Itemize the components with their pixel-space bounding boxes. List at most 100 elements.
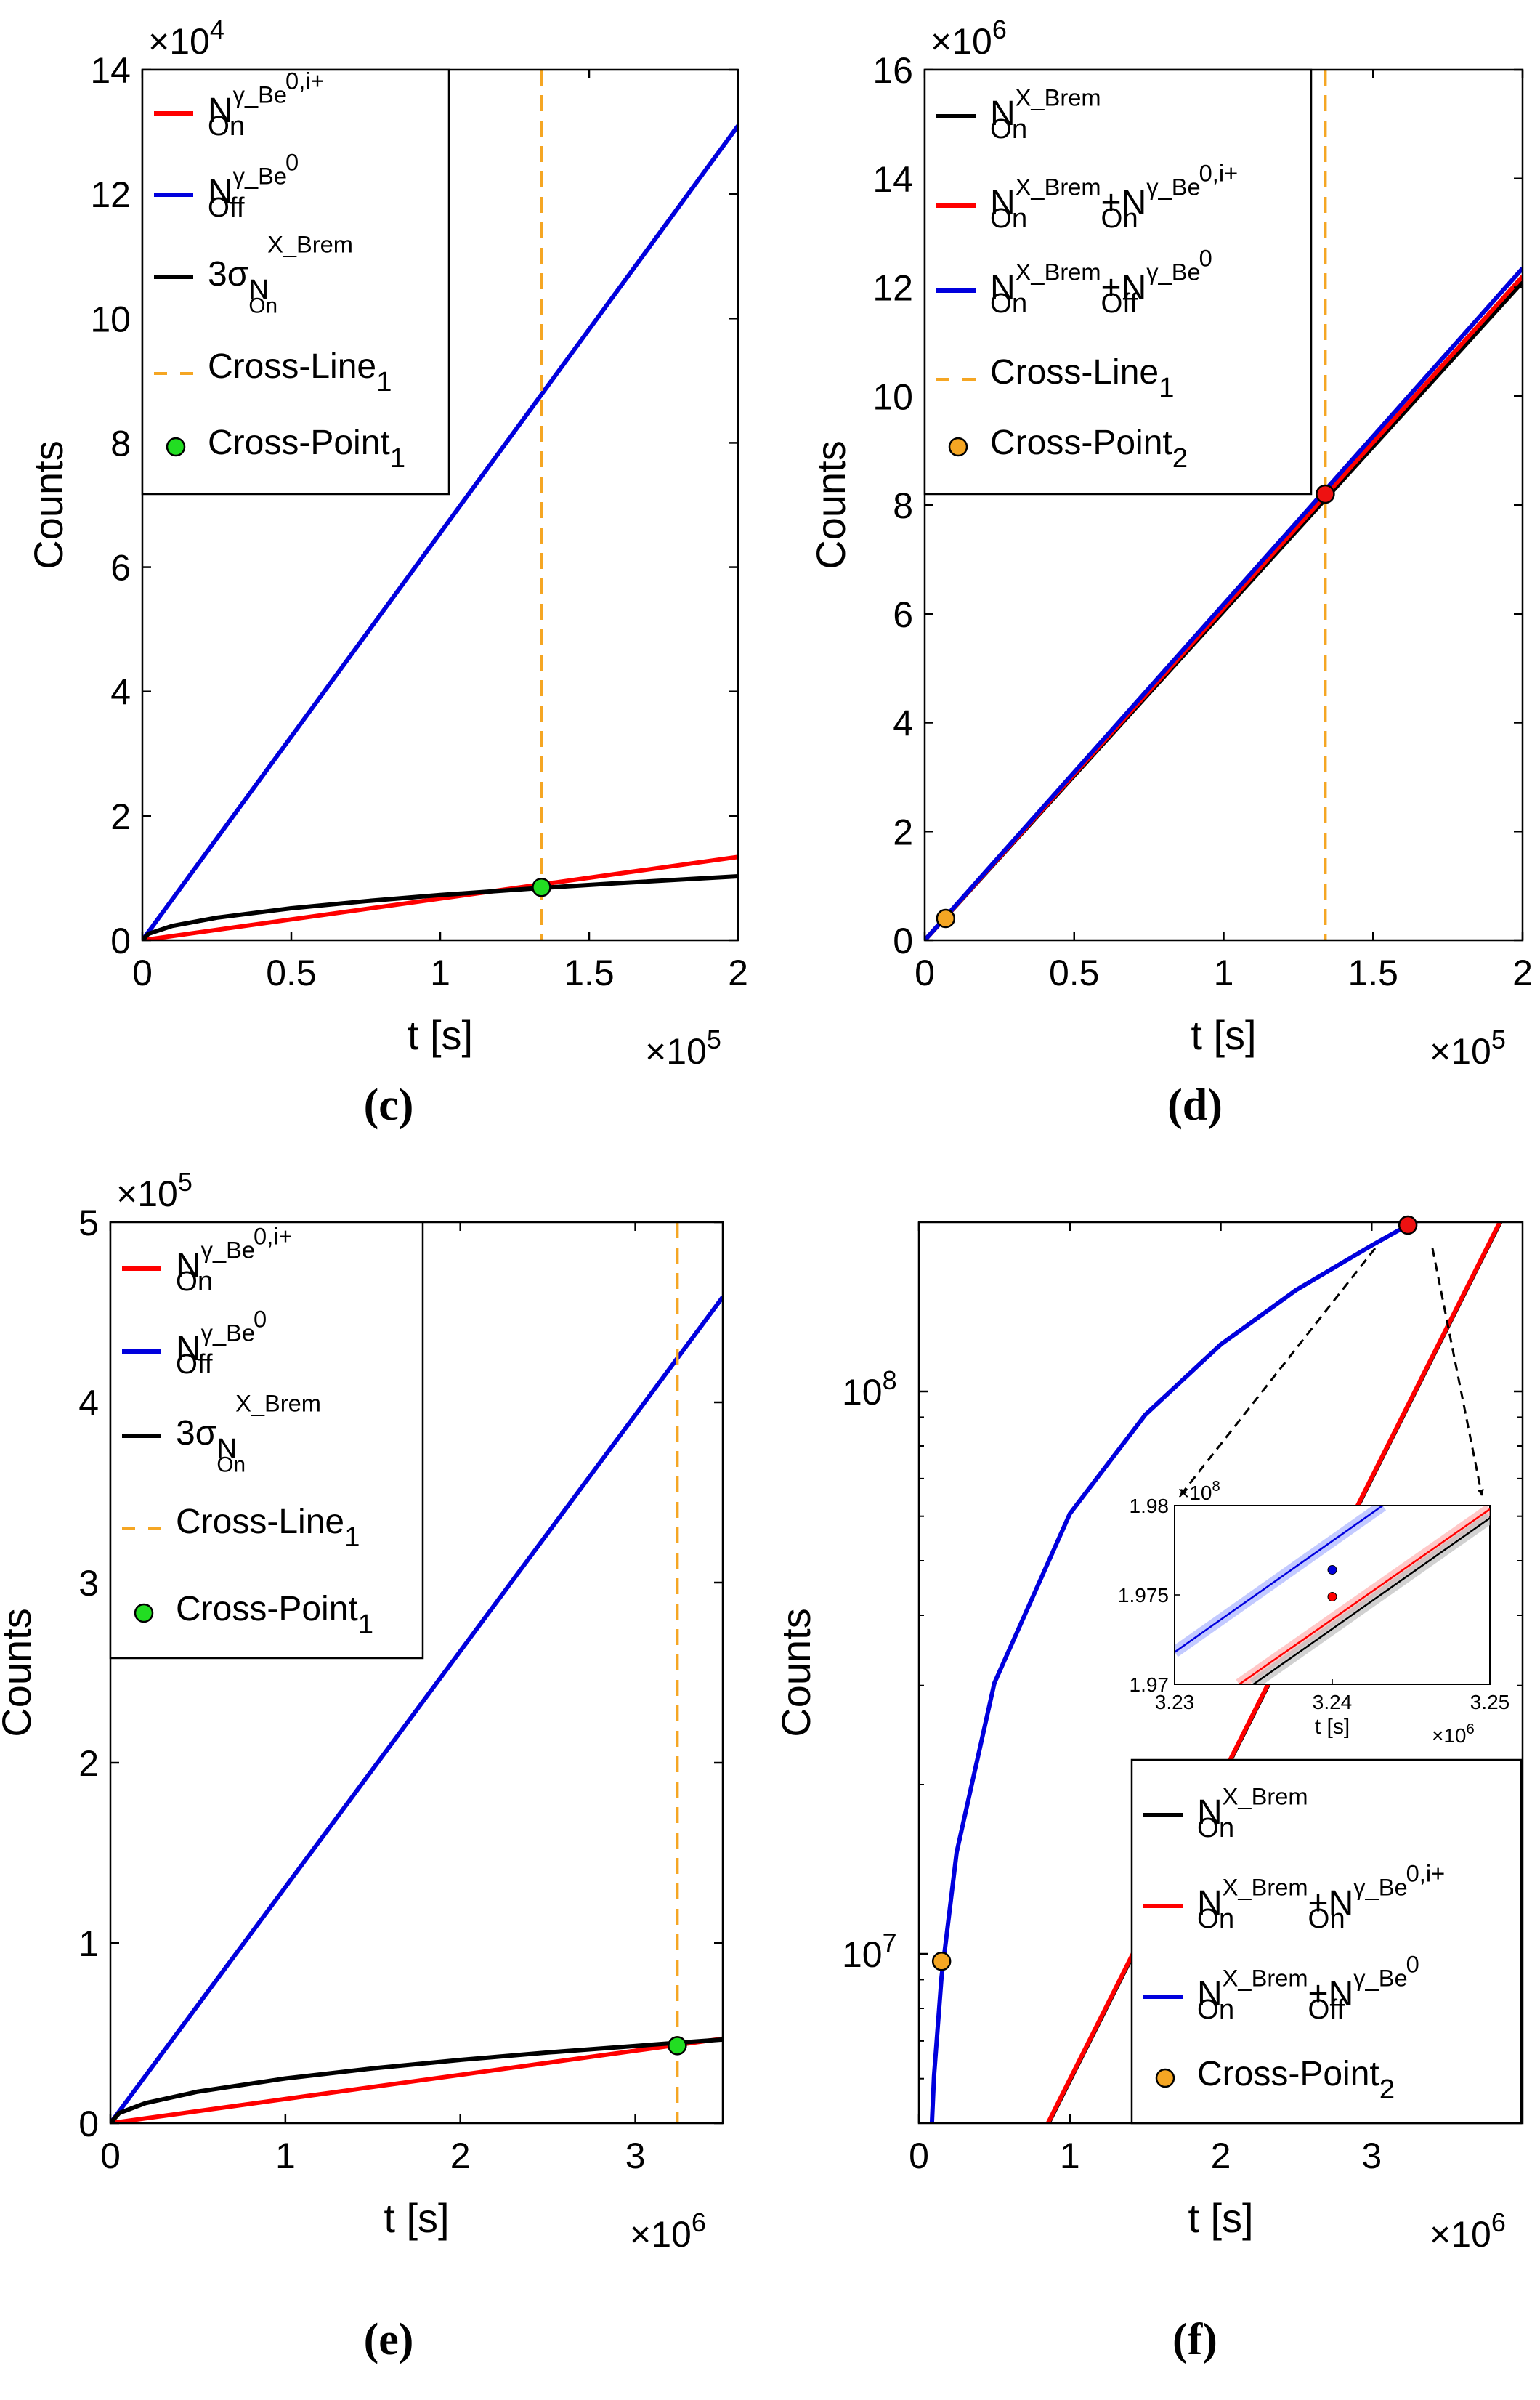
legend-label-c-4: Cross-Point 1 [208, 424, 405, 474]
x-exponent-e: ×106 [630, 2207, 706, 2255]
inset-plot [1175, 1506, 1490, 1684]
ytick-label-f-1: 108 [842, 1365, 897, 1413]
svg-text:X_Brem: X_Brem [1223, 1874, 1308, 1901]
svg-text:0: 0 [1199, 244, 1212, 271]
legend-box-f [1130, 1758, 1523, 2125]
legend-box-c [141, 68, 450, 496]
y-exponent-c: ×104 [148, 15, 224, 62]
legend-swatch-c-4 [166, 437, 186, 457]
svg-text:N: N [216, 1433, 237, 1464]
x-exponent-c: ×105 [645, 1025, 721, 1072]
svg-text:γ_Be: γ_Be [201, 1237, 255, 1264]
ytick-label-e-3: 3 [78, 1563, 99, 1604]
series-line-c-1 [142, 124, 738, 940]
inset-xtick-label-1: 3.24 [1313, 1691, 1353, 1713]
xtick-label-c-1: 0.5 [266, 953, 317, 993]
svg-text:N: N [1197, 1975, 1223, 2013]
svg-text:N: N [990, 184, 1016, 222]
xtick-label-d-1: 0.5 [1049, 953, 1100, 993]
inset-x-exponent: ×106 [1432, 1721, 1475, 1747]
svg-text:N: N [990, 94, 1016, 133]
caption-d: (d) [1167, 1080, 1223, 1130]
svg-text:2: 2 [1172, 443, 1188, 474]
ytick-label-d-4: 8 [893, 485, 913, 526]
xtick-label-f-1: 1 [1060, 2136, 1080, 2176]
series-line-e-0 [110, 2036, 723, 2123]
svg-text:Cross-Point: Cross-Point [208, 424, 390, 462]
svg-text:X_Brem: X_Brem [267, 230, 353, 257]
ytick-label-e-4: 4 [78, 1383, 99, 1423]
plot-area-e [110, 1222, 723, 2123]
svg-text:3σ: 3σ [176, 1414, 216, 1452]
inset-ytick-label-1: 1.975 [1118, 1584, 1169, 1607]
svg-text:On: On [990, 288, 1027, 319]
xtick-label-c-0: 0 [132, 953, 153, 993]
marker-e-4 [668, 2036, 687, 2056]
svg-text:On: On [216, 1452, 246, 1476]
svg-text:N: N [208, 173, 233, 211]
inset-line-1 [1239, 1508, 1490, 1684]
svg-text:+N: +N [1308, 1884, 1354, 1923]
svg-text:On: On [1197, 1812, 1234, 1843]
svg-text:+N: +N [1101, 184, 1147, 222]
svg-text:γ_Be: γ_Be [233, 163, 287, 190]
svg-text:1: 1 [376, 366, 392, 397]
svg-text:On: On [990, 203, 1027, 234]
inset-point-4 [1327, 1591, 1337, 1601]
svg-text:γ_Be: γ_Be [1353, 1874, 1407, 1901]
svg-text:On: On [176, 1266, 213, 1297]
svg-text:X_Brem: X_Brem [235, 1389, 321, 1416]
xtick-label-f-2: 2 [1211, 2136, 1231, 2176]
ytick-label-c-0: 0 [110, 921, 131, 961]
legend-label-e-4: Cross-Point 1 [176, 1590, 373, 1640]
svg-text:N: N [990, 269, 1016, 307]
marker-c-4 [532, 878, 551, 897]
svg-text:3σ: 3σ [208, 255, 248, 294]
svg-text:N: N [1197, 1793, 1223, 1832]
svg-text:Off: Off [176, 1349, 213, 1380]
svg-text:0: 0 [1406, 1950, 1419, 1977]
svg-text:N: N [1197, 1884, 1223, 1923]
ytick-label-f-0: 107 [842, 1928, 897, 1975]
svg-text:Cross-Line: Cross-Line [990, 353, 1159, 392]
caption-e: (e) [364, 2315, 414, 2364]
svg-text:On: On [990, 113, 1027, 145]
ytick-label-c-3: 6 [110, 548, 131, 589]
svg-text:1: 1 [344, 1522, 360, 1553]
marker-d-4 [936, 908, 956, 929]
ytick-label-e-1: 1 [78, 1923, 99, 1964]
inset-ytick-label-0: 1.97 [1130, 1673, 1170, 1696]
x-exponent-f: ×106 [1430, 2207, 1506, 2255]
svg-text:1: 1 [358, 1609, 373, 1640]
svg-text:X_Brem: X_Brem [1016, 259, 1101, 286]
legend-label-f-3: Cross-Point 2 [1197, 2055, 1395, 2105]
ytick-label-c-1: 2 [110, 796, 131, 837]
series-line-c-2 [142, 874, 738, 940]
xtick-label-d-2: 1 [1214, 953, 1234, 993]
xtick-label-c-3: 1.5 [564, 953, 615, 993]
xtick-label-e-2: 2 [450, 2136, 471, 2176]
series-line-d-2 [925, 267, 1523, 940]
svg-text:N: N [176, 1247, 201, 1285]
ytick-label-d-6: 12 [872, 268, 913, 309]
svg-text:0,i+: 0,i+ [1406, 1859, 1446, 1886]
svg-text:X_Brem: X_Brem [1016, 84, 1101, 111]
series-line-e-1 [110, 1296, 723, 2123]
ytick-label-c-7: 14 [90, 50, 131, 91]
legend-label-e-3: Cross-Line 1 [176, 1503, 360, 1553]
xtick-label-e-3: 3 [625, 2136, 646, 2176]
inset-line-0 [1175, 1506, 1384, 1653]
legend-swatch-f-3 [1155, 2068, 1175, 2088]
svg-text:1: 1 [1159, 372, 1174, 403]
xlabel-f: t [s] [1188, 2195, 1253, 2241]
marker-d-5 [1316, 484, 1335, 504]
